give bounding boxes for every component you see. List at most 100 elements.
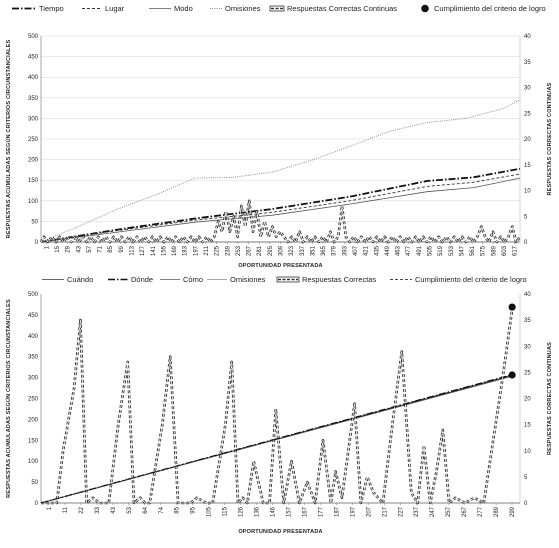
x-tick-label: 64 — [143, 506, 149, 513]
y-tick-label: 400 — [28, 334, 39, 340]
y-tick-label: 100 — [28, 459, 39, 465]
x-tick-label: 435 — [374, 245, 380, 256]
x-tick-label: 1 — [47, 506, 53, 510]
x-tick-label: 11 — [63, 506, 69, 513]
y2-tick-label: 40 — [524, 292, 531, 298]
x-tick-label: 299 — [510, 506, 516, 517]
x-tick-label: 126 — [239, 506, 245, 517]
x-tick-label: 71 — [98, 245, 104, 252]
x-tick-label: 197 — [350, 506, 356, 517]
x-tick-label: 225 — [215, 245, 221, 256]
x-tick-label: 127 — [140, 245, 146, 256]
series-line-modo — [40, 177, 521, 243]
y2-tick-label: 25 — [524, 370, 531, 376]
x-tick-label: 309 — [279, 245, 285, 256]
x-tick-label: 491 — [417, 245, 423, 256]
x-tick-label: 155 — [161, 245, 167, 256]
x-tick-label: 141 — [151, 245, 157, 256]
x-tick-label: 267 — [247, 245, 253, 256]
y-tick-label: 50 — [31, 219, 38, 225]
y2-tick-label: 35 — [524, 60, 531, 66]
x-tick-label: 239 — [225, 245, 231, 256]
y2-axis-title: RESPUESTAS CORRECTAS CONTINUAS — [547, 82, 553, 195]
y2-tick-label: 10 — [524, 189, 531, 195]
series-line-respuestas-correctas-outline — [41, 309, 514, 505]
y2-tick-label: 15 — [524, 423, 531, 429]
x-tick-label: 463 — [396, 245, 402, 256]
x-tick-label: 105 — [207, 506, 213, 517]
x-tick-label: 33 — [95, 506, 101, 513]
x-axis-title: OPORTUNIDAD PRESENTADA — [238, 263, 322, 269]
x-tick-label: 477 — [406, 245, 412, 256]
legend-label: Cumplimiento del criterio de logro — [434, 4, 546, 13]
y-tick-label: 350 — [28, 355, 39, 361]
series-line-lugar — [40, 173, 521, 243]
y-tick-label: 450 — [28, 55, 39, 61]
x-tick-label: 617 — [513, 245, 519, 256]
x-tick-label: 183 — [183, 245, 189, 256]
x-tick-label: 253 — [236, 245, 242, 256]
series-line-respuestas-correctas — [41, 309, 513, 504]
y-tick-label: 300 — [28, 116, 39, 122]
y2-tick-label: 5 — [524, 214, 528, 220]
legend-label: Dónde — [131, 275, 153, 284]
x-tick-label: 43 — [76, 245, 82, 252]
y2-tick-label: 40 — [524, 34, 531, 40]
y-tick-label: 300 — [28, 376, 39, 382]
x-tick-label: 115 — [223, 506, 229, 516]
x-tick-label: 187 — [334, 506, 340, 517]
x-tick-label: 95 — [191, 506, 197, 513]
y-tick-label: 400 — [28, 75, 39, 81]
series-line-cumplimiento-del-criterio-de-logro — [40, 374, 513, 504]
y-tick-label: 0 — [35, 240, 39, 246]
y2-tick-label: 20 — [524, 137, 531, 143]
y2-tick-label: 20 — [524, 397, 531, 403]
criterion-marker — [508, 371, 516, 379]
y-tick-label: 150 — [28, 178, 39, 184]
y2-tick-label: 35 — [524, 318, 531, 324]
y-tick-label: 500 — [28, 292, 39, 298]
x-tick-label: 365 — [321, 245, 327, 256]
x-tick-label: 575 — [481, 245, 487, 256]
x-tick-label: 169 — [172, 245, 178, 256]
y2-tick-label: 30 — [524, 86, 531, 92]
y-tick-label: 350 — [28, 96, 39, 102]
x-tick-label: 157 — [286, 506, 292, 517]
chart-1: 0 50 100 150 200 250 300 350 400 450 500 0 5 10 15 20 25… — [5, 4, 553, 269]
legend-marker — [421, 4, 429, 13]
y-tick-label: 200 — [28, 417, 39, 423]
x-tick-label: 589 — [491, 245, 497, 256]
x-tick-label: 177 — [318, 506, 324, 517]
legend-label: Modo — [174, 4, 193, 13]
x-tick-label: 281 — [257, 245, 263, 256]
x-tick-label: 29 — [66, 245, 72, 252]
legend-label: Cuándo — [67, 275, 93, 284]
series-line-omisiones — [40, 99, 521, 243]
x-tick-label: 99 — [119, 245, 125, 252]
y-tick-label: 150 — [28, 438, 39, 444]
x-tick-label: 85 — [108, 245, 114, 252]
y-tick-label: 50 — [31, 480, 38, 486]
legend-label: Omisiones — [230, 275, 266, 284]
x-tick-label: 533 — [449, 245, 455, 256]
x-tick-label: 289 — [494, 506, 500, 517]
x-tick-label: 43 — [111, 506, 117, 513]
y-tick-label: 250 — [28, 397, 39, 403]
x-tick-label: 227 — [398, 506, 404, 517]
y2-tick-label: 5 — [524, 475, 528, 481]
x-tick-label: 113 — [129, 245, 135, 255]
x-tick-label: 167 — [302, 506, 308, 517]
legend-label: Tiempo — [39, 4, 64, 13]
legend-label: Omisiones — [225, 4, 261, 13]
x-tick-label: 1 — [44, 245, 50, 249]
legend-label: Cumplimiento del criterio de logro — [415, 275, 527, 284]
criterion-marker — [508, 303, 516, 311]
y2-tick-label: 30 — [524, 344, 531, 350]
x-tick-label: 257 — [446, 506, 452, 517]
x-tick-label: 547 — [459, 245, 465, 256]
legend-label: Respuestas Correctas — [302, 275, 376, 284]
y-axis-title: RESPUESTAS ACUMULADAS SEGÚN CRITERIOS CI… — [5, 40, 12, 239]
x-tick-label: 247 — [430, 506, 436, 517]
